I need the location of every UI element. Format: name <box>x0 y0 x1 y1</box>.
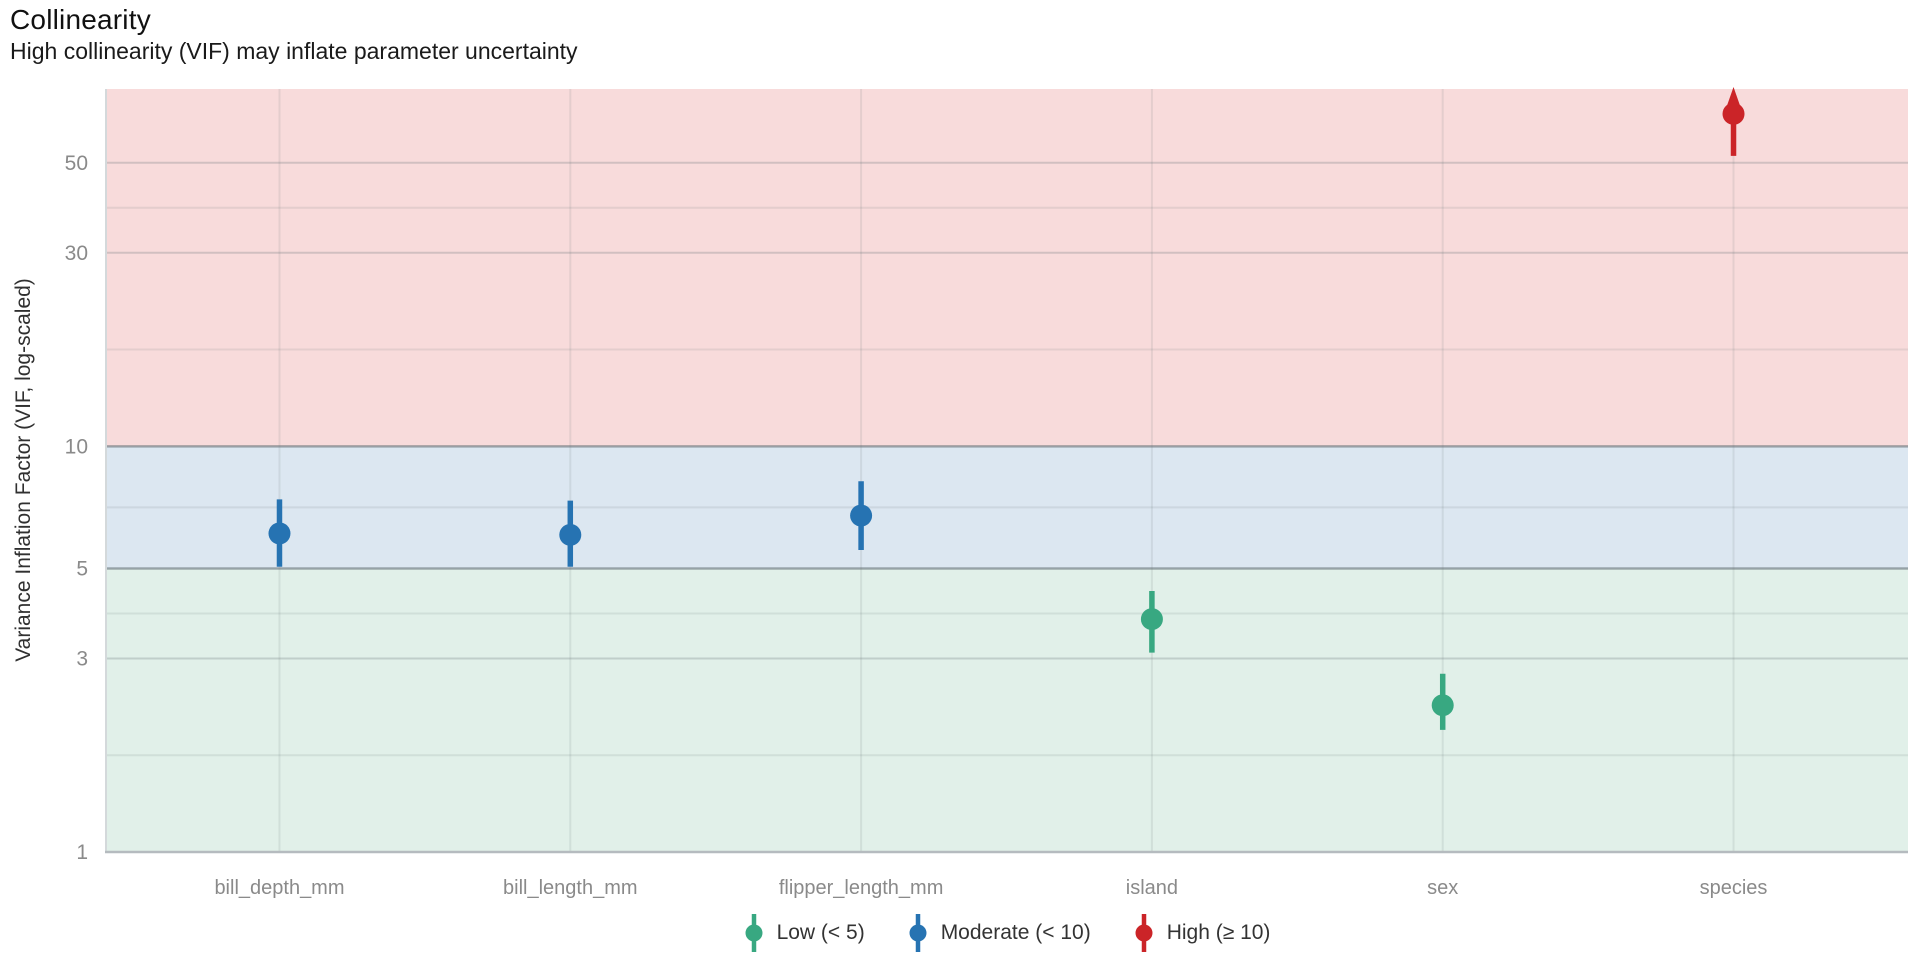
x-tick-label-bill_length_mm: bill_length_mm <box>503 877 638 899</box>
y-tick-label-50: 50 <box>65 152 88 175</box>
legend-item-low: Low (< 5) <box>743 911 865 955</box>
legend-label-moderate: Moderate (< 10) <box>940 921 1091 944</box>
x-tick-label-bill_depth_mm: bill_depth_mm <box>214 877 344 899</box>
point-species <box>1722 102 1745 125</box>
point-bill_length_mm <box>559 523 582 546</box>
x-tick-label-island: island <box>1126 877 1178 899</box>
legend-key-point <box>909 924 927 942</box>
legend-label-low: Low (< 5) <box>776 921 865 944</box>
legend-pointrange-icon-low <box>745 914 763 952</box>
legend-item-high: High (≥ 10) <box>1133 911 1271 955</box>
y-tick-label-30: 30 <box>65 242 88 265</box>
band-low <box>105 568 1908 852</box>
clip-arrow-species <box>1726 87 1741 107</box>
point-island <box>1140 608 1163 631</box>
band-high <box>105 89 1908 447</box>
point-bill_depth_mm <box>268 522 291 545</box>
point-flipper_length_mm <box>850 504 873 527</box>
x-tick-label-species: species <box>1700 877 1768 899</box>
y-tick-label-10: 10 <box>65 435 88 458</box>
x-tick-label-flipper_length_mm: flipper_length_mm <box>779 877 944 899</box>
legend-pointrange-icon-high <box>1135 914 1153 952</box>
y-tick-label-5: 5 <box>76 557 88 580</box>
y-tick-label-3: 3 <box>76 647 88 670</box>
chart-title: Collinearity <box>10 4 151 35</box>
legend-item-moderate: Moderate (< 10) <box>907 911 1091 955</box>
legend-pointrange-icon-moderate <box>909 914 927 952</box>
legend-key-point <box>745 924 763 942</box>
legend-label-high: High (≥ 10) <box>1166 921 1271 944</box>
point-sex <box>1431 694 1454 717</box>
x-tick-label-sex: sex <box>1427 877 1458 899</box>
legend-key-point <box>1135 924 1153 942</box>
y-tick-label-1: 1 <box>76 841 88 864</box>
chart-subtitle: High collinearity (VIF) may inflate para… <box>10 38 578 64</box>
band-moderate <box>105 446 1908 569</box>
legend: Low (< 5) Moderate (< 10) High (≥ 10) <box>105 908 1908 958</box>
